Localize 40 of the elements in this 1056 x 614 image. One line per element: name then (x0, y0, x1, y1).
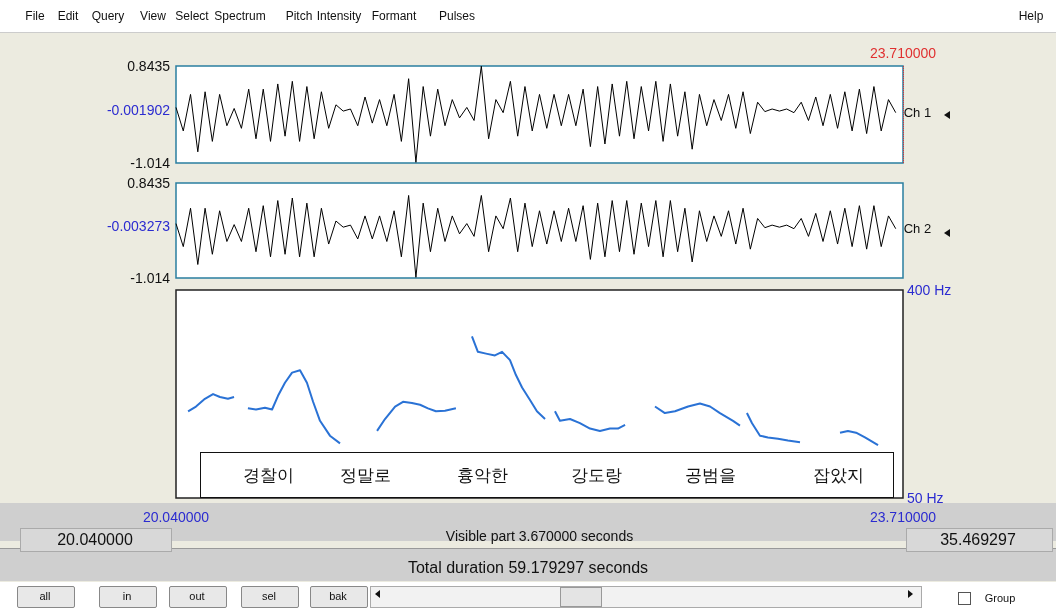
y-tick-label: 0.8435 (127, 175, 171, 191)
text: Intensity (316, 9, 362, 23)
text: Total duration 59.179297 seconds (407, 559, 649, 577)
line-series (175, 65, 897, 163)
text: out (189, 590, 205, 602)
annotation: 정말로 (339, 463, 391, 487)
y-tick-label: -0.003273 (106, 218, 171, 235)
text: Formant (371, 9, 417, 23)
annotation: 공범을 (684, 463, 736, 487)
text: Help (1018, 9, 1044, 23)
text: Group (984, 592, 1016, 604)
y-tick-label: 0.8435 (127, 58, 171, 74)
y-tick-label: -1.014 (130, 270, 171, 286)
annotation: 강도랑 (570, 463, 622, 487)
ref-line-label: 23.710000 (869, 45, 937, 61)
text: View (140, 9, 166, 23)
series-label: Ch 2 (903, 221, 932, 237)
text: sel (261, 590, 277, 602)
text: bak (329, 590, 347, 602)
text: 20.040000 (57, 531, 133, 549)
y-tick-label: 50 Hz (907, 490, 944, 507)
line-series (175, 194, 897, 278)
series-label: Ch 1 (903, 105, 932, 121)
text: Spectrum (214, 9, 266, 23)
x-axis-title: Visible part 3.670000 seconds (445, 528, 634, 544)
annotation: 경찰이 (242, 463, 294, 487)
text: Edit (57, 9, 79, 23)
text: Select (175, 9, 209, 23)
y-tick-label: 400 Hz (907, 282, 952, 298)
annotation: 흉악한 (456, 463, 508, 487)
text: Pulses (438, 9, 476, 23)
annotation: 잡았지 (812, 463, 864, 487)
text: all (39, 590, 51, 602)
text: File (25, 9, 45, 23)
text: in (122, 590, 132, 602)
text: Query (91, 9, 125, 23)
text: Pitch (285, 9, 313, 23)
text: 35.469297 (940, 531, 1016, 549)
y-tick-label: -0.001902 (106, 102, 171, 119)
y-tick-label: -1.014 (130, 155, 171, 171)
